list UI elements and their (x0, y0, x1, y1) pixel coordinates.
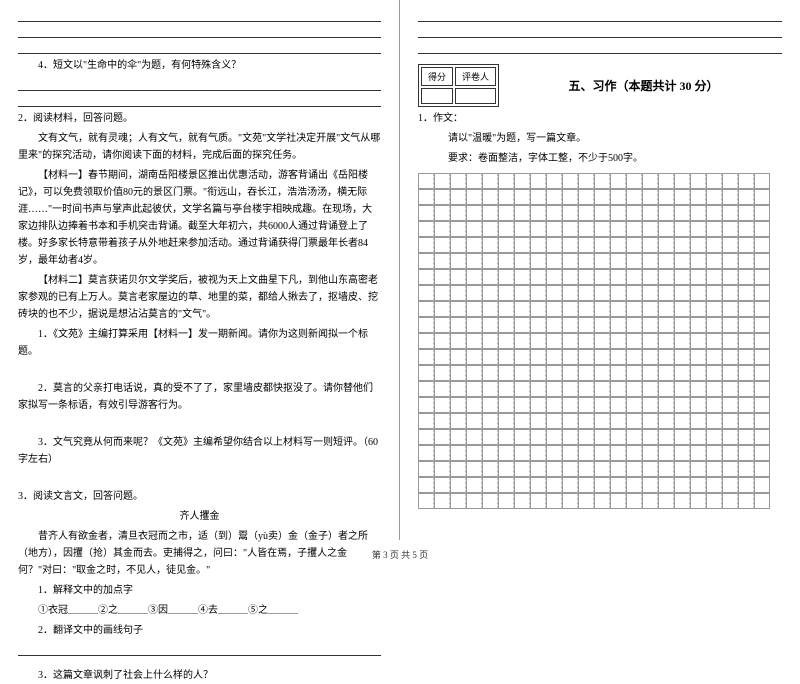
score-label: 得分 (421, 67, 453, 86)
material-2-label: 【材料二】 (38, 275, 88, 286)
score-table: 得分 评卷人 (418, 64, 499, 107)
sub-question-1: 1．《文苑》主编打算采用【材料一】发一期新闻。请你为这则新闻拟一个标题。 (18, 326, 381, 360)
blank-line (18, 642, 381, 656)
question-2-title: 2．阅读材料，回答问题。 (18, 110, 381, 127)
blank-line (18, 40, 381, 54)
sub-question-2: 2．莫言的父亲打电话说，真的受不了了，家里墙皮都快抠没了。请你替他们家拟写一条标… (18, 380, 381, 414)
question-2-intro: 文有文气，就有灵魂；人有文气，就有气质。"文苑"文学社决定开展"文气从哪里来"的… (18, 130, 381, 164)
q3-sub3: 3．这篇文章讽刺了社会上什么样的人？ (18, 667, 381, 684)
material-2: 【材料二】莫言获诺贝尔文学奖后，被视为天上文曲星下凡，到他山东高密老家参观的已有… (18, 272, 381, 323)
composition-num: 1．作文： (418, 110, 782, 127)
grader-cell[interactable] (455, 88, 496, 104)
q3-sub2: 2．翻译文中的画线句子 (18, 622, 381, 639)
blank-line (18, 24, 381, 38)
blank-line (418, 40, 782, 54)
blank-line (18, 93, 381, 107)
composition-req2: 要求：卷面整洁，字体工整，不少于500字。 (418, 150, 782, 167)
material-1-label: 【材料一】 (38, 170, 88, 181)
sub-question-3: 3．文气究竟从何而来呢？《文苑》主编希望你结合以上材料写一则短评。（60字左右） (18, 434, 381, 468)
blank-line (418, 8, 782, 22)
score-cell[interactable] (421, 88, 453, 104)
q3-sub1: 1．解释文中的加点字 (18, 582, 381, 599)
writing-grid[interactable] (418, 173, 782, 509)
question-3-title: 3．阅读文言文，回答问题。 (18, 488, 381, 505)
material-1-text: 春节期间，湖南岳阳楼景区推出优惠活动，游客背诵出《岳阳楼记》，可以免费领取价值8… (18, 170, 372, 266)
blank-line (18, 77, 381, 91)
question-4: 4．短文以"生命中的伞"为题，有何特殊含义？ (18, 57, 381, 74)
page-footer: 第 3 页 共 5 页 (0, 548, 800, 561)
grader-label: 评卷人 (455, 67, 496, 86)
blank-line (18, 8, 381, 22)
material-1: 【材料一】春节期间，湖南岳阳楼景区推出优惠活动，游客背诵出《岳阳楼记》，可以免费… (18, 167, 381, 269)
question-3-heading: 齐人攫金 (18, 508, 381, 525)
q3-blanks: ①衣冠＿＿＿②之＿＿＿③因＿＿＿④去＿＿＿⑤之＿＿＿ (18, 602, 381, 619)
score-section: 得分 评卷人 五、习作（本题共计 30 分） (418, 64, 782, 107)
composition-req1: 请以"温暖"为题，写一篇文章。 (418, 130, 782, 147)
blank-line (418, 24, 782, 38)
section-5-title: 五、习作（本题共计 30 分） (505, 77, 782, 94)
